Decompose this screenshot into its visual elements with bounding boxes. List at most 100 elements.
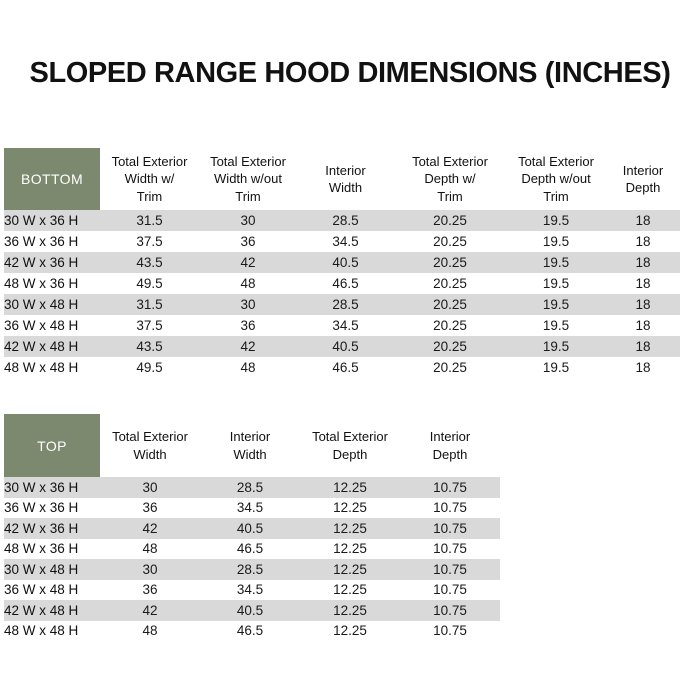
cell-value: 42 <box>142 602 158 618</box>
table-row: 36 W x 36 H 37.5 36 34.5 20.25 19.5 18 <box>4 231 680 252</box>
table-row: 36 W x 36 H 36 34.5 12.25 10.75 <box>4 497 500 518</box>
cell-value: 43.5 <box>136 339 163 354</box>
table-row: 30 W x 36 H 30 28.5 12.25 10.75 <box>4 477 500 498</box>
cell-value: 37.5 <box>136 234 163 249</box>
cell-value: 18 <box>635 234 651 249</box>
cell-value: 31.5 <box>136 297 163 312</box>
cell-value: 34.5 <box>236 582 264 598</box>
page-title: SLOPED RANGE HOOD DIMENSIONS (INCHES) <box>29 57 671 89</box>
cell-value: 20.25 <box>433 255 467 270</box>
cell-value: 34.5 <box>332 234 359 249</box>
table-row: 42 W x 36 H 43.5 42 40.5 20.25 19.5 18 <box>4 252 680 273</box>
cell-value: 10.75 <box>433 602 467 618</box>
cell-value: 36 <box>142 582 158 598</box>
cell-value: 37.5 <box>136 318 163 333</box>
cell-value: 18 <box>635 276 651 291</box>
cell-value: 30 <box>240 213 256 228</box>
cell-value: 36 <box>142 500 158 516</box>
cell-value: 19.5 <box>542 339 570 354</box>
cell-value: 42 <box>142 520 158 536</box>
cell-value: 12.25 <box>333 500 367 516</box>
table-row: 30 W x 48 H 30 28.5 12.25 10.75 <box>4 559 500 580</box>
cell-value: 18 <box>635 360 651 375</box>
dimensions-table: BOTTOM Total Exterior Width w/ Trim Total … <box>4 148 680 378</box>
cell-value: 49.5 <box>136 360 163 375</box>
column-header: Interior Depth <box>606 148 680 210</box>
row-label: 36 W x 48 H <box>4 318 79 333</box>
cell-value: 46.5 <box>332 360 359 375</box>
row-label: 42 W x 36 H <box>4 255 79 270</box>
cell-value: 12.25 <box>333 561 367 577</box>
column-header: Total Exterior Width w/out Trim <box>199 148 297 210</box>
cell-value: 48 <box>142 541 158 557</box>
cell-value: 34.5 <box>332 318 359 333</box>
cell-value: 19.5 <box>542 276 570 291</box>
row-label: 42 W x 36 H <box>4 520 79 536</box>
cell-value: 34.5 <box>236 500 264 516</box>
table-row: 30 W x 36 H 31.5 30 28.5 20.25 19.5 18 <box>4 210 680 231</box>
table-row: 42 W x 48 H 42 40.5 12.25 10.75 <box>4 600 500 621</box>
cell-value: 48 <box>142 623 158 639</box>
column-header: Total Exterior Depth w/out Trim <box>506 148 606 210</box>
cell-value: 12.25 <box>333 602 367 618</box>
cell-value: 40.5 <box>236 602 264 618</box>
table-corner-label: TOP <box>4 414 100 477</box>
dimensions-table: TOP Total Exterior Width Interior Width Tot… <box>4 414 500 641</box>
cell-value: 36 <box>240 318 256 333</box>
row-label: 30 W x 36 H <box>4 479 79 495</box>
cell-value: 20.25 <box>433 339 467 354</box>
cell-value: 12.25 <box>333 479 367 495</box>
cell-value: 28.5 <box>236 561 264 577</box>
cell-value: 42 <box>240 339 256 354</box>
cell-value: 49.5 <box>136 276 163 291</box>
row-label: 48 W x 36 H <box>4 276 79 291</box>
row-label: 30 W x 48 H <box>4 297 79 312</box>
table-corner-label: BOTTOM <box>4 148 100 210</box>
top-dimensions-table: TOP Total Exterior Width Interior Width Tot… <box>4 414 500 641</box>
cell-value: 28.5 <box>236 479 264 495</box>
cell-value: 19.5 <box>542 213 570 228</box>
cell-value: 20.25 <box>433 234 467 249</box>
cell-value: 18 <box>635 318 651 333</box>
cell-value: 30 <box>240 297 256 312</box>
column-header: Interior Width <box>297 148 394 210</box>
cell-value: 18 <box>635 255 651 270</box>
table-row: 48 W x 48 H 49.5 48 46.5 20.25 19.5 18 <box>4 357 680 378</box>
cell-value: 10.75 <box>433 582 467 598</box>
cell-value: 12.25 <box>333 623 367 639</box>
cell-value: 42 <box>240 255 256 270</box>
cell-value: 28.5 <box>332 297 359 312</box>
column-header: Interior Width <box>200 414 300 477</box>
cell-value: 10.75 <box>433 623 467 639</box>
row-label: 36 W x 36 H <box>4 500 79 516</box>
cell-value: 40.5 <box>236 520 264 536</box>
column-header: Total Exterior Depth <box>300 414 400 477</box>
cell-value: 18 <box>635 213 651 228</box>
cell-value: 19.5 <box>542 255 570 270</box>
row-label: 42 W x 48 H <box>4 339 79 354</box>
cell-value: 18 <box>635 297 651 312</box>
row-label: 36 W x 36 H <box>4 234 79 249</box>
table-row: 42 W x 48 H 43.5 42 40.5 20.25 19.5 18 <box>4 336 680 357</box>
row-label: 48 W x 36 H <box>4 541 79 557</box>
cell-value: 36 <box>240 234 256 249</box>
table-header-row: BOTTOM Total Exterior Width w/ Trim Total … <box>4 148 680 210</box>
cell-value: 30 <box>142 561 158 577</box>
table-row: 48 W x 36 H 49.5 48 46.5 20.25 19.5 18 <box>4 273 680 294</box>
cell-value: 18 <box>635 339 651 354</box>
row-label: 48 W x 48 H <box>4 623 79 639</box>
cell-value: 10.75 <box>433 541 467 557</box>
column-header: Total Exterior Width <box>100 414 200 477</box>
table-row: 30 W x 48 H 31.5 30 28.5 20.25 19.5 18 <box>4 294 680 315</box>
table-row: 48 W x 36 H 48 46.5 12.25 10.75 <box>4 538 500 559</box>
cell-value: 30 <box>142 479 158 495</box>
cell-value: 46.5 <box>236 541 264 557</box>
cell-value: 12.25 <box>333 582 367 598</box>
cell-value: 31.5 <box>136 213 163 228</box>
row-label: 42 W x 48 H <box>4 602 79 618</box>
table-header-row: TOP Total Exterior Width Interior Width Tot… <box>4 414 500 477</box>
cell-value: 20.25 <box>433 213 467 228</box>
cell-value: 40.5 <box>332 339 359 354</box>
cell-value: 10.75 <box>433 520 467 536</box>
cell-value: 20.25 <box>433 276 467 291</box>
